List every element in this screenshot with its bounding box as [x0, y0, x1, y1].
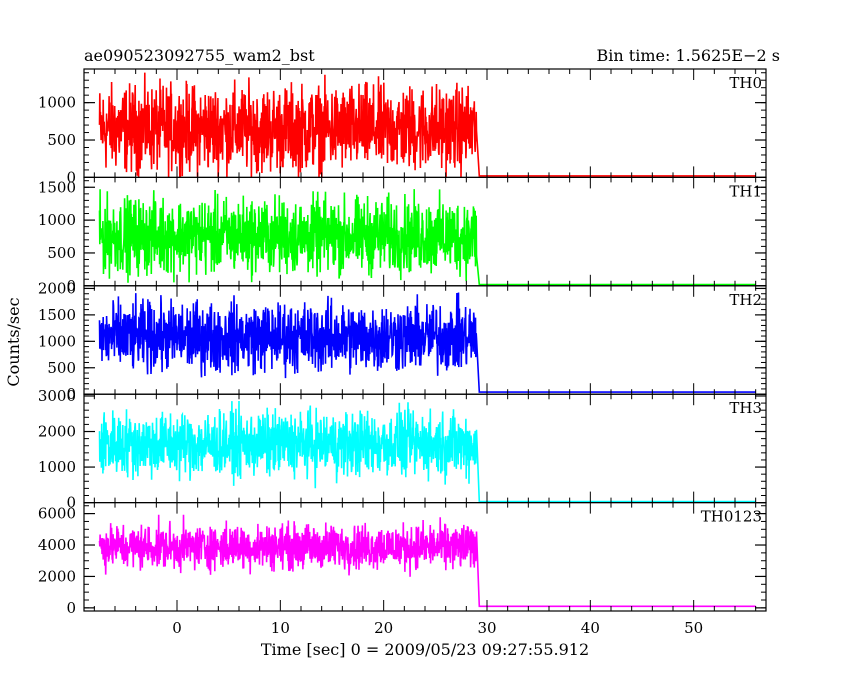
y-tick-label: 500 [47, 131, 76, 149]
x-tick-label: 40 [581, 619, 600, 637]
series-th2-line [98, 292, 756, 393]
chart-title: ae090523092755_wam2_bst [84, 46, 315, 65]
y-tick-label: 1000 [38, 94, 76, 112]
y-tick-label: 1500 [38, 306, 76, 324]
y-tick-label: 2000 [38, 279, 76, 297]
panel-label-th0: TH0 [729, 74, 762, 92]
y-tick-label: 1000 [38, 458, 76, 476]
x-tick-label: 0 [172, 619, 182, 637]
series-th3-line [98, 400, 756, 503]
x-tick-label: 50 [684, 619, 703, 637]
y-tick-label: 0 [66, 599, 76, 617]
series-th0123-line [98, 514, 756, 608]
y-tick-label: 4000 [38, 536, 76, 554]
y-tick-label: 0 [66, 385, 76, 403]
panel-label-th2: TH2 [729, 291, 762, 309]
y-axis-label: Counts/sec [4, 297, 23, 386]
y-tick-label: 3000 [38, 387, 76, 405]
x-tick-label: 20 [374, 619, 393, 637]
panel-label-th1: TH1 [729, 182, 762, 200]
chart-subtitle: Bin time: 1.5625E−2 s [597, 46, 780, 65]
panel-label-th3: TH3 [729, 399, 762, 417]
y-tick-label: 1500 [38, 178, 76, 196]
y-tick-label: 2000 [38, 423, 76, 441]
x-tick-label: 30 [477, 619, 496, 637]
x-axis-label: Time [sec] 0 = 2009/05/23 09:27:55.912 [261, 640, 589, 659]
x-tick-label: 10 [271, 619, 290, 637]
y-tick-label: 2000 [38, 567, 76, 585]
y-tick-label: 500 [47, 244, 76, 262]
y-tick-label: 500 [47, 359, 76, 377]
y-tick-label: 1000 [38, 332, 76, 350]
y-tick-label: 0 [66, 277, 76, 295]
y-tick-label: 6000 [38, 505, 76, 523]
y-tick-label: 0 [66, 168, 76, 186]
panel-label-th0123: TH0123 [701, 508, 762, 526]
y-tick-label: 1000 [38, 211, 76, 229]
series-th0-line [98, 72, 756, 178]
series-th1-line [98, 189, 756, 286]
y-tick-label: 0 [66, 494, 76, 512]
